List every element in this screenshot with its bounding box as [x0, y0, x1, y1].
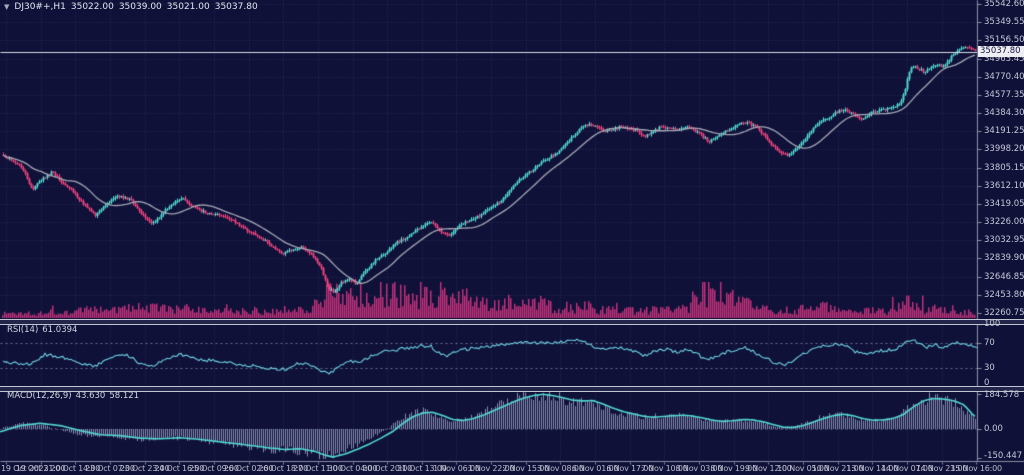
rsi-indicator-label: RSI(14) 61.0394 [7, 325, 78, 335]
time-axis-label: 26 Oct 18:00 [258, 464, 309, 473]
price-axis-label: 35542.60 [984, 0, 1024, 9]
price-axis-label: 35349.55 [984, 17, 1024, 28]
price-axis-label: 35156.50 [984, 35, 1024, 46]
price-axis-label: 33612.10 [984, 180, 1024, 191]
time-axis-label: 14 Nov 07:00 [881, 464, 933, 473]
price-axis-label: 34191.25 [984, 126, 1024, 137]
time-axis-label: 19 Oct 2023 [1, 464, 49, 473]
time-axis-label: 9 Nov 12:00 [744, 464, 792, 473]
pane-separator[interactable] [0, 386, 1024, 392]
time-axis-label: 24 Oct 16:00 [154, 464, 205, 473]
time-axis-label: 13 Nov 14:00 [846, 464, 899, 473]
rsi-axis-label: 0 [984, 378, 990, 388]
price-axis-label: 33032.95 [984, 235, 1024, 246]
price-axis-label: 32646.85 [984, 271, 1024, 282]
price-axis-label: 32453.80 [984, 289, 1024, 300]
price-axis-label: 34770.40 [984, 71, 1024, 82]
time-axis-label: 14 Nov 23:00 [915, 464, 968, 473]
time-axis-label: 31 Oct 13:00 [396, 464, 447, 473]
time-axis-label: 8 Nov 19:00 [710, 464, 757, 473]
time-axis-label: 8 Nov 03:00 [675, 464, 723, 473]
current-price-tag: 35037.80 [978, 46, 1024, 57]
ohlc-open: 35022.00 [70, 2, 114, 12]
time-axis-label: 23 Oct 23:00 [119, 464, 170, 473]
time-axis-label: 3 Nov 08:00 [537, 464, 584, 473]
macd-indicator-label: MACD(12,26,9) 43.630 58.121 [7, 391, 140, 401]
pane-separator[interactable] [0, 319, 1024, 325]
macd-axis-label: 184.578 [984, 390, 1020, 400]
price-axis-label: 34384.30 [984, 108, 1024, 119]
symbol-period: DJ30#+,H1 [14, 2, 66, 12]
time-axis-label: 6 Nov 17:00 [606, 464, 654, 473]
time-axis-label: 25 Oct 09:00 [189, 464, 239, 473]
macd-axis-label: 0.00 [984, 424, 1003, 434]
chart-title: ▼ DJ30#+,H1 35022.00 35039.00 35021.00 35037.… [4, 2, 263, 12]
rsi-axis-label: 100 [984, 319, 1001, 329]
time-axis-label: 1 Nov 06:00 [433, 464, 480, 473]
time-axis-label: 20 Oct 14:00 [50, 464, 101, 473]
ohlc-close: 35037.80 [214, 2, 258, 12]
time-axis-label: 15 Nov 16:00 [950, 464, 1002, 473]
time-axis-label: 30 Oct 20:00 [362, 464, 413, 473]
collapse-chevron-icon[interactable]: ▼ [4, 3, 10, 11]
rsi-axis-label: 70 [984, 337, 995, 348]
price-axis-label: 32260.75 [984, 307, 1024, 318]
time-axis-label: 6 Nov 01:00 [571, 464, 619, 473]
ohlc-low: 35021.00 [166, 2, 210, 12]
price-axis-label: 34577.35 [984, 89, 1024, 100]
price-axis-label: 33226.00 [984, 217, 1024, 228]
rsi-axis-label: 30 [984, 363, 995, 374]
ohlc-high: 35039.00 [118, 2, 162, 12]
time-axis-label: 7 Nov 10:00 [641, 464, 688, 473]
time-axis-label: 30 Oct 04:00 [327, 464, 378, 473]
price-axis-label: 34963.45 [984, 53, 1024, 64]
price-axis-label: 33998.20 [984, 144, 1024, 155]
time-axis-label: 19 Oct 21:00 [15, 464, 66, 473]
time-axis-label: 10 Nov 21:00 [811, 464, 864, 473]
time-axis-label: 27 Oct 11:00 [292, 464, 343, 473]
time-axis-label: 2 Nov 15:00 [502, 464, 550, 473]
time-axis-label: 23 Oct 07:00 [85, 464, 135, 473]
price-axis-label: 33805.15 [984, 162, 1024, 173]
price-axis-label: 33419.05 [984, 198, 1024, 209]
time-axis-label: 26 Oct 02:00 [223, 464, 274, 473]
time-axis-label: 1 Nov 22:00 [467, 464, 515, 473]
time-axis-label: 10 Nov 05:00 [777, 464, 829, 473]
price-axis-label: 32839.90 [984, 253, 1024, 264]
macd-axis-label: -150.447 [984, 451, 1023, 461]
